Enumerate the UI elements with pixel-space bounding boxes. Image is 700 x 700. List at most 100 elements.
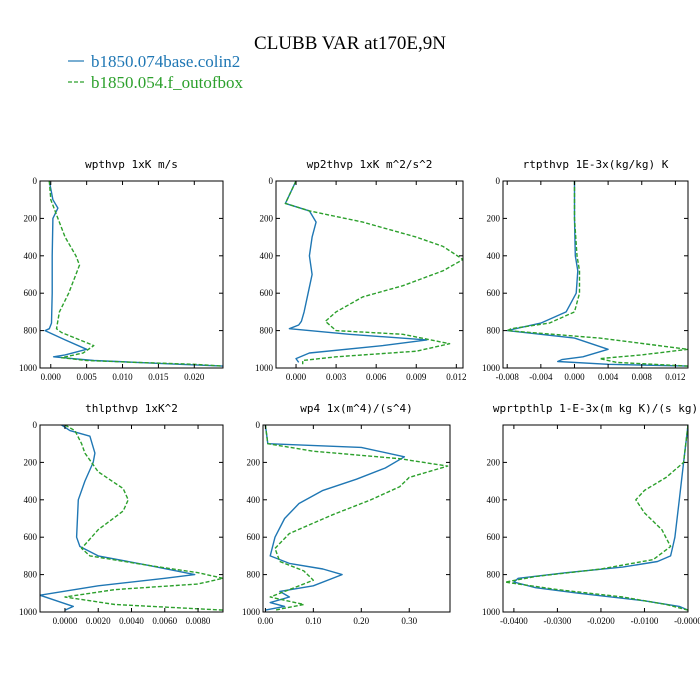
y-tick-label: 1000 bbox=[482, 607, 501, 617]
series-line-1 bbox=[284, 181, 428, 363]
x-tick-label: 0.20 bbox=[353, 616, 369, 626]
x-tick-label: -0.008 bbox=[496, 372, 520, 382]
y-tick-label: 200 bbox=[247, 457, 261, 467]
y-tick-label: 200 bbox=[487, 213, 501, 223]
subplot-title: wp2thvp 1xK m^2/s^2 bbox=[307, 158, 433, 171]
y-tick-label: 0 bbox=[33, 420, 38, 430]
subplot-4: thlpthvp 1xK^2 0 200 400 600 800 1000 0.0000 0.0… bbox=[19, 402, 224, 626]
plot-frame bbox=[502, 424, 689, 613]
y-tick-label: 600 bbox=[24, 532, 38, 542]
legend: b1850.074base.colin2 b1850.054.f_outofbo… bbox=[68, 52, 244, 92]
x-tick-label: 0.000 bbox=[564, 372, 585, 382]
y-tick-label: 600 bbox=[24, 288, 38, 298]
x-tick-label: -0.0200 bbox=[587, 616, 615, 626]
x-tick-label: 0.004 bbox=[598, 372, 619, 382]
y-tick-label: 800 bbox=[260, 326, 274, 336]
x-tick-label: 0.012 bbox=[446, 372, 466, 382]
series-line-1 bbox=[506, 181, 688, 367]
series-line-2 bbox=[64, 425, 223, 611]
x-tick-label: 0.30 bbox=[401, 616, 417, 626]
y-tick-label: 200 bbox=[24, 457, 38, 467]
x-tick-label: 0.0040 bbox=[119, 616, 144, 626]
x-tick-label: -0.004 bbox=[529, 372, 553, 382]
x-tick-label: -0.0300 bbox=[544, 616, 572, 626]
subplot-title: wprtpthlp 1-E-3x(m kg K)/(s kg) bbox=[493, 402, 698, 415]
y-tick-label: 400 bbox=[24, 495, 38, 505]
y-tick-label: 1000 bbox=[242, 607, 261, 617]
y-tick-label: 800 bbox=[487, 570, 501, 580]
x-tick-label: 0.010 bbox=[112, 372, 133, 382]
x-tick-label: 0.008 bbox=[632, 372, 653, 382]
subplot-title: rtpthvp 1E-3x(kg/kg) K bbox=[523, 158, 669, 171]
plot-frame bbox=[262, 424, 451, 613]
y-tick-label: 600 bbox=[260, 288, 274, 298]
y-tick-label: 1000 bbox=[19, 607, 38, 617]
y-tick-label: 400 bbox=[487, 495, 501, 505]
x-tick-label: 0.000 bbox=[286, 372, 307, 382]
x-tick-label: 0.0060 bbox=[152, 616, 177, 626]
y-tick-label: 1000 bbox=[255, 363, 274, 373]
x-tick-label: 0.006 bbox=[366, 372, 387, 382]
y-tick-label: 200 bbox=[487, 457, 501, 467]
series-line-2 bbox=[504, 425, 688, 611]
plot-frame bbox=[39, 180, 224, 369]
x-tick-label: 0.10 bbox=[305, 616, 321, 626]
legend-entry-1: b1850.074base.colin2 bbox=[68, 52, 240, 71]
series-line-1 bbox=[513, 425, 688, 611]
y-tick-label: 800 bbox=[24, 570, 38, 580]
y-tick-label: 400 bbox=[487, 251, 501, 261]
x-tick-label: 0.003 bbox=[326, 372, 347, 382]
series-line-2 bbox=[264, 425, 449, 611]
x-tick-label: 0.00 bbox=[258, 616, 274, 626]
figure-title: CLUBB VAR at170E,9N bbox=[254, 33, 446, 54]
y-tick-label: 600 bbox=[487, 288, 501, 298]
y-tick-label: 0 bbox=[269, 176, 274, 186]
legend-label-2: b1850.054.f_outofbox bbox=[91, 73, 244, 92]
y-tick-label: 400 bbox=[24, 251, 38, 261]
y-tick-label: 800 bbox=[487, 326, 501, 336]
y-tick-label: 600 bbox=[487, 532, 501, 542]
series-line-1 bbox=[40, 425, 196, 611]
subplot-title: thlpthvp 1xK^2 bbox=[85, 402, 178, 415]
series-line-2 bbox=[48, 181, 223, 367]
x-tick-label: 0.015 bbox=[148, 372, 169, 382]
x-tick-label: 0.000 bbox=[41, 372, 62, 382]
series-line-1 bbox=[44, 181, 223, 367]
plot-frame bbox=[502, 180, 689, 369]
y-tick-label: 0 bbox=[33, 176, 38, 186]
series-line-2 bbox=[284, 181, 463, 365]
y-tick-label: 0 bbox=[256, 420, 261, 430]
y-tick-label: 800 bbox=[247, 570, 261, 580]
subplot-6: wprtpthlp 1-E-3x(m kg K)/(s kg) 200 400 600… bbox=[482, 402, 700, 626]
y-tick-label: 200 bbox=[24, 213, 38, 223]
subplot-title: wpthvp 1xK m/s bbox=[85, 158, 178, 171]
subplot-2: wp2thvp 1xK m^2/s^2 0 200 400 600 800 1000 0.00… bbox=[255, 158, 466, 382]
x-tick-label: 0.0080 bbox=[186, 616, 211, 626]
x-tick-label: 0.012 bbox=[665, 372, 685, 382]
y-tick-label: 1000 bbox=[19, 363, 38, 373]
y-tick-label: 200 bbox=[260, 213, 274, 223]
x-tick-label: 0.009 bbox=[406, 372, 427, 382]
subplot-title: wp4 1x(m^4)/(s^4) bbox=[300, 402, 413, 415]
series-line-2 bbox=[506, 181, 688, 367]
legend-label-1: b1850.074base.colin2 bbox=[91, 52, 240, 71]
x-tick-label: -0.0000 bbox=[674, 616, 700, 626]
subplot-3: rtpthvp 1E-3x(kg/kg) K02004006008001000-… bbox=[482, 158, 689, 382]
x-tick-label: -0.0400 bbox=[500, 616, 528, 626]
x-tick-label: 0.0020 bbox=[86, 616, 111, 626]
y-tick-label: 400 bbox=[260, 251, 274, 261]
plot-frame bbox=[275, 180, 464, 369]
x-tick-label: 0.005 bbox=[77, 372, 98, 382]
legend-entry-2: b1850.054.f_outofbox bbox=[68, 73, 244, 92]
y-tick-label: 400 bbox=[247, 495, 261, 505]
y-tick-label: 600 bbox=[247, 532, 261, 542]
x-tick-label: 0.020 bbox=[184, 372, 205, 382]
y-tick-label: 800 bbox=[24, 326, 38, 336]
x-tick-label: -0.0100 bbox=[631, 616, 659, 626]
y-tick-label: 0 bbox=[496, 176, 501, 186]
x-tick-label: 0.0000 bbox=[53, 616, 78, 626]
